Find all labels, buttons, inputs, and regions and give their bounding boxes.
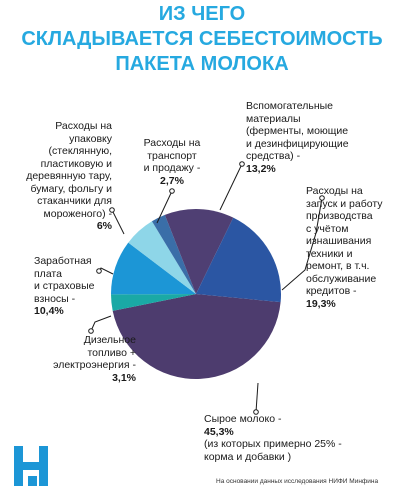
label-equipment-line: техники и (306, 247, 353, 260)
label-transport-value: 2,7% (160, 174, 184, 187)
pie-slice-packaging (128, 221, 196, 294)
label-salary: Заработная плата и страховые взносы -10,4% (34, 255, 94, 318)
label-diesel-line: электроэнергия - (53, 359, 136, 371)
pie-slice-diesel (111, 294, 196, 311)
label-milk: Сырое молоко -45,3% (из которых примерно … (204, 413, 342, 463)
label-auxiliary-line: Вспомогательные (246, 100, 334, 112)
leader-line-packaging (111, 209, 125, 235)
brand-logo (14, 446, 48, 491)
label-diesel-line: Дизельное (83, 334, 136, 346)
label-packaging-line: упаковку (69, 132, 112, 145)
label-equipment-line: изнашивания (306, 235, 372, 247)
label-transport: Расходы на транспорт и продажу -2,7% (122, 137, 222, 187)
leader-line-equipment (281, 197, 323, 291)
label-packaging: Расходы на упаковку (стеклянную, пластикову… (10, 120, 112, 233)
label-milk-note: (из которых примерно 25% - (204, 438, 342, 450)
label-salary-line: Заработная (34, 255, 92, 267)
source-note: На основании данных исследования НИФИ Ми… (216, 478, 379, 485)
leader-line-diesel (90, 315, 112, 332)
leader-dot-equipment (319, 195, 325, 201)
label-equipment-value: 19,3% (306, 297, 336, 310)
pie-slice-salary (111, 242, 196, 295)
leader-dot-transport (169, 188, 175, 194)
pie-slice-transport (151, 214, 196, 294)
leader-dot-auxiliary (239, 161, 245, 167)
leader-line-milk (255, 382, 259, 413)
leader-line-auxiliary (219, 163, 243, 211)
title-line-3: ПАКЕТА МОЛОКА (115, 53, 289, 75)
leader-line-transport (156, 190, 173, 224)
brand-logo-icon (14, 446, 48, 486)
title-line-1: ИЗ ЧЕГО (158, 3, 246, 25)
label-salary-line: плата (34, 267, 62, 280)
label-equipment-line: запуск и работу (306, 197, 383, 210)
label-auxiliary: Вспомогательные материалы (ферменты, моющи… (246, 100, 349, 175)
label-equipment-line: производства (306, 210, 373, 222)
label-equipment-line: кредитов - (306, 285, 357, 297)
chart-title: ИЗ ЧЕГО СКЛАДЫВАЕТСЯ СЕБЕСТОИМОСТЬ ПАКЕТ… (0, 2, 404, 77)
label-auxiliary-line: средства) - (246, 150, 301, 162)
label-auxiliary-value: 13,2% (246, 162, 276, 175)
label-diesel-line: топливо + (87, 346, 136, 359)
label-packaging-line: деревянную тару, (26, 170, 112, 182)
label-packaging-value: 6% (96, 220, 112, 232)
label-auxiliary-line: материалы (246, 112, 301, 125)
leader-dot-salary (96, 268, 102, 274)
label-diesel: Дизельное топливо + электроэнергия -3,1% (24, 334, 136, 384)
leader-dot-packaging (109, 207, 115, 213)
label-equipment-line: ремонт, в т.ч. (306, 260, 370, 272)
label-salary-line: взносы - (34, 292, 76, 305)
label-equipment: Расходы на запуск и работу производства с у… (306, 185, 383, 310)
label-equipment-line: обслуживание (306, 272, 377, 285)
label-salary-line: и страховые (34, 280, 95, 292)
pie-slice-auxiliary (164, 209, 234, 294)
label-auxiliary-line: и дезинфицирующие (246, 137, 349, 150)
label-salary-value: 10,4% (34, 305, 64, 317)
label-transport-line: Расходы на (143, 137, 201, 149)
label-equipment-line: с учётом (306, 222, 349, 235)
label-milk-note: корма и добавки ) (204, 450, 292, 463)
label-diesel-value: 3,1% (112, 371, 136, 384)
label-equipment-line: Расходы на (306, 185, 363, 197)
label-milk-value: 45,3% (204, 425, 234, 438)
label-packaging-line: Расходы на (55, 120, 112, 132)
label-packaging-line: мороженого) - (43, 207, 112, 220)
label-packaging-line: бумагу, фольгу и (30, 182, 112, 195)
label-transport-line: и продажу - (143, 162, 201, 174)
title-line-2: СКЛАДЫВАЕТСЯ СЕБЕСТОИМОСТЬ (21, 28, 383, 50)
leader-dot-milk (253, 409, 259, 415)
label-packaging-line: стаканчики для (37, 195, 112, 207)
label-milk-line: Сырое молоко - (204, 413, 282, 425)
pie-slice-milk (112, 294, 281, 379)
leader-dot-diesel (88, 328, 94, 334)
label-packaging-line: пластиковую и (40, 157, 112, 170)
label-transport-line: транспорт (147, 149, 197, 162)
label-packaging-line: (стеклянную, (48, 145, 112, 157)
label-auxiliary-line: (ферменты, моющие (246, 125, 349, 137)
pie-slice-equipment (196, 217, 281, 303)
